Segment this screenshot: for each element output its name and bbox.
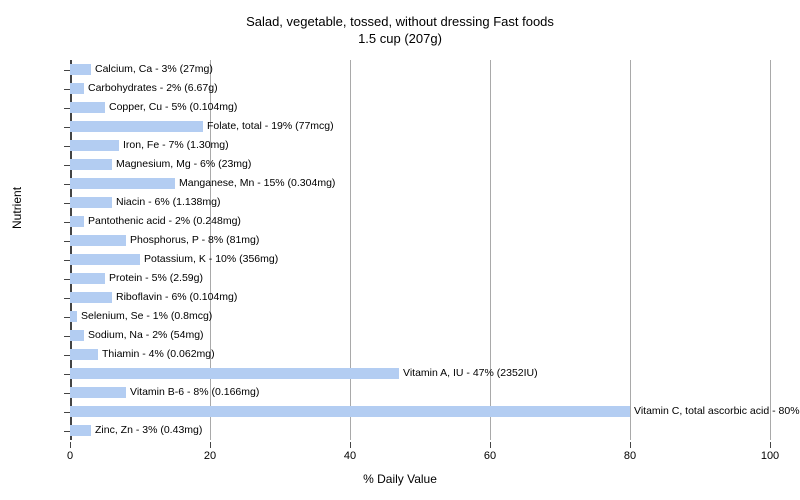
grid-line: [350, 60, 351, 440]
nutrient-bar: [70, 349, 98, 361]
grid-line: [490, 60, 491, 440]
x-tick-label: 80: [624, 450, 636, 462]
y-axis-label: Nutrient: [10, 187, 24, 229]
nutrient-bar-label: Riboflavin - 6% (0.104mg): [116, 292, 237, 303]
nutrient-bar-label: Sodium, Na - 2% (54mg): [88, 330, 204, 341]
nutrient-bar-label: Potassium, K - 10% (356mg): [144, 254, 278, 265]
nutrient-chart: Salad, vegetable, tossed, without dressi…: [0, 0, 800, 500]
nutrient-bar: [70, 235, 126, 247]
nutrient-bar-label: Zinc, Zn - 3% (0.43mg): [95, 425, 202, 436]
nutrient-bar: [70, 83, 84, 95]
nutrient-bar-label: Vitamin B-6 - 8% (0.166mg): [130, 387, 259, 398]
nutrient-bar-label: Protein - 5% (2.59g): [109, 273, 203, 284]
nutrient-bar: [70, 387, 126, 399]
x-tick: [770, 442, 771, 448]
chart-title-line2: 1.5 cup (207g): [358, 31, 442, 46]
nutrient-bar-label: Phosphorus, P - 8% (81mg): [130, 235, 259, 246]
x-axis-label: % Daily Value: [0, 472, 800, 486]
nutrient-bar-label: Thiamin - 4% (0.062mg): [102, 349, 215, 360]
nutrient-bar: [70, 254, 140, 266]
nutrient-bar: [70, 216, 84, 228]
grid-line: [770, 60, 771, 440]
nutrient-bar-label: Pantothenic acid - 2% (0.248mg): [88, 216, 241, 227]
nutrient-bar: [70, 273, 105, 285]
x-tick: [630, 442, 631, 448]
nutrient-bar-label: Iron, Fe - 7% (1.30mg): [123, 140, 229, 151]
grid-line: [630, 60, 631, 440]
nutrient-bar: [70, 102, 105, 114]
nutrient-bar: [70, 368, 399, 380]
nutrient-bar-label: Folate, total - 19% (77mcg): [207, 121, 334, 132]
x-tick-label: 60: [484, 450, 496, 462]
x-tick-label: 100: [761, 450, 779, 462]
nutrient-bar-label: Selenium, Se - 1% (0.8mcg): [81, 311, 212, 322]
plot-area: Calcium, Ca - 3% (27mg) Carbohydrates - 2…: [70, 60, 770, 440]
x-tick: [350, 442, 351, 448]
nutrient-bar-label: Magnesium, Mg - 6% (23mg): [116, 159, 251, 170]
chart-title: Salad, vegetable, tossed, without dressi…: [0, 14, 800, 48]
x-tick-label: 40: [344, 450, 356, 462]
nutrient-bar: [70, 178, 175, 190]
x-tick-label: 0: [67, 450, 73, 462]
nutrient-bar-label: Manganese, Mn - 15% (0.304mg): [179, 178, 335, 189]
x-tick-label: 20: [204, 450, 216, 462]
nutrient-bar: [70, 330, 84, 342]
y-axis-line: [70, 60, 72, 440]
nutrient-bar-label: Carbohydrates - 2% (6.67g): [88, 83, 218, 94]
nutrient-bar-label: Vitamin C, total ascorbic acid - 80% (48…: [634, 406, 800, 417]
x-tick: [70, 442, 71, 448]
nutrient-bar-label: Calcium, Ca - 3% (27mg): [95, 64, 213, 75]
x-tick: [210, 442, 211, 448]
grid-line: [210, 60, 211, 440]
nutrient-bar: [70, 425, 91, 437]
nutrient-bar-label: Copper, Cu - 5% (0.104mg): [109, 102, 237, 113]
nutrient-bar: [70, 197, 112, 209]
nutrient-bar: [70, 406, 630, 418]
nutrient-bar: [70, 311, 77, 323]
nutrient-bar: [70, 64, 91, 76]
nutrient-bar-label: Vitamin A, IU - 47% (2352IU): [403, 368, 538, 379]
nutrient-bar: [70, 159, 112, 171]
x-tick: [490, 442, 491, 448]
nutrient-bar-label: Niacin - 6% (1.138mg): [116, 197, 220, 208]
chart-title-line1: Salad, vegetable, tossed, without dressi…: [246, 14, 554, 29]
nutrient-bar: [70, 292, 112, 304]
nutrient-bar: [70, 140, 119, 152]
nutrient-bar: [70, 121, 203, 133]
